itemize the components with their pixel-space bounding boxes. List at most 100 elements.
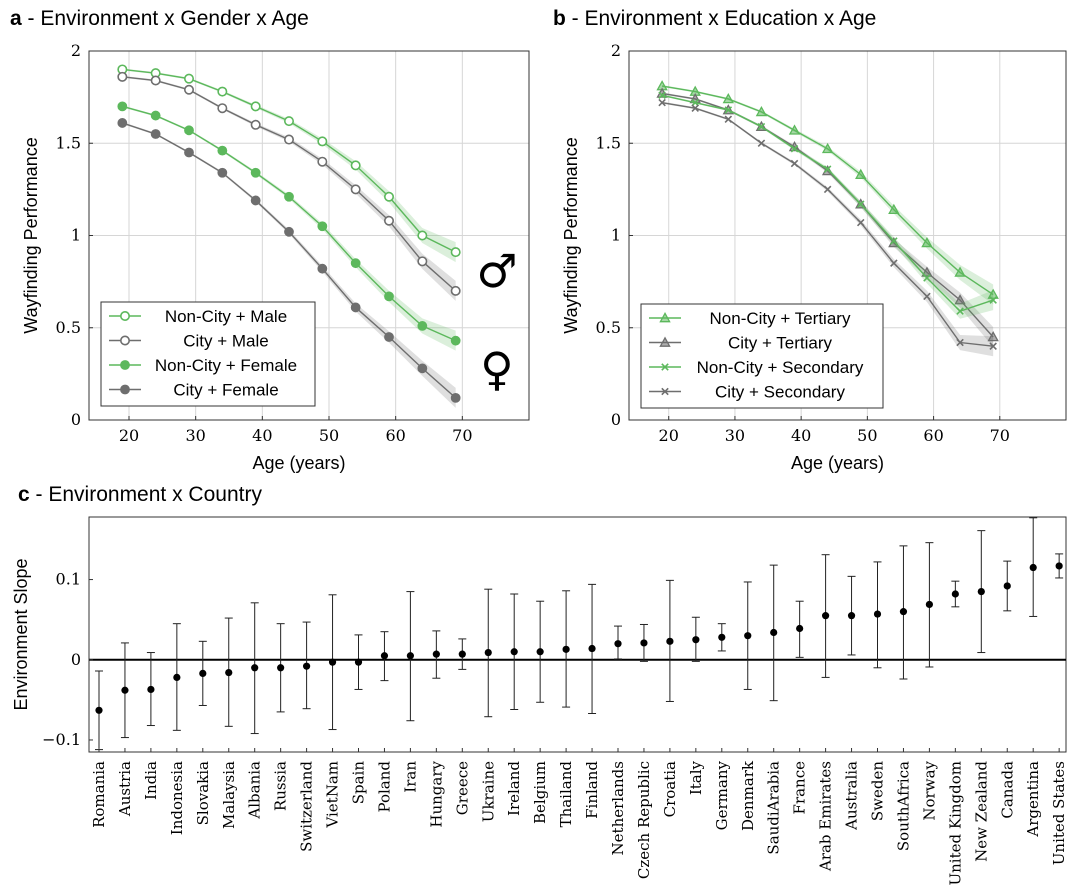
panel-c-data-point (588, 644, 596, 653)
panel-b-legend-marker (661, 363, 669, 371)
panel-a-xtick-label: 40 (252, 426, 272, 445)
panel-c-country-norway: Norway (920, 542, 938, 821)
panel-a-data-point (283, 116, 294, 127)
panel-c-data-point (718, 633, 726, 641)
panel-b-ytick-label: 2 (611, 41, 621, 60)
panel-a-xtick-label: 60 (385, 426, 405, 445)
panel-c-country-label: India (142, 761, 160, 800)
panel-c-data-point (1003, 582, 1011, 590)
panel-c-data-point (822, 612, 830, 620)
panel-a-data-point (317, 156, 328, 167)
panel-c-country-label: Iran (401, 761, 419, 793)
panel-c-country-canada: Canada (998, 560, 1016, 819)
panel-b-xtick-label: 30 (725, 426, 745, 445)
panel-c-country-sweden: Sweden (869, 561, 887, 821)
panel-c-country-label: Italy (687, 760, 705, 795)
panel-b-data-point (823, 165, 832, 173)
panel-a-data-point (284, 226, 294, 237)
panel-c-country-ukraine: Ukraine (479, 588, 497, 822)
panel-a-data-point (250, 101, 261, 112)
panel-c-country-arab-emirates: Arab Emirates (817, 554, 835, 872)
panel-b-legend-marker (659, 336, 671, 347)
panel-b-data-point (987, 288, 999, 299)
panel-a-ytick-label: 0 (71, 410, 81, 429)
panel-b-legend-marker (659, 312, 671, 323)
panel-a-data-point (317, 136, 328, 147)
panel-c-data-point (873, 610, 882, 618)
panel-a-data-point (450, 392, 461, 403)
panel-a-data-point (217, 86, 228, 97)
panel-a-legend-item: Non-City + Male (109, 307, 287, 326)
panel-b-data-point (724, 115, 733, 124)
panel-a-chart: 20 30 40 50 60 70 0 0.5 1 1.5 2 Age (years) Wayfindi… (21, 41, 530, 473)
panel-c-country-label: United Kingdom (946, 761, 964, 886)
panel-b-data-point (790, 159, 799, 168)
panel-c-y-axis-label: Environment Slope (11, 558, 31, 710)
panel-a-data-point (350, 302, 361, 313)
panel-c-data-point (847, 612, 856, 620)
panel-a-data-point (450, 285, 461, 296)
panel-c-country-label: Netherlands (609, 761, 627, 855)
panel-c-country-vietnam: VietNam (324, 594, 342, 829)
panel-a-letter: a (10, 7, 22, 30)
panel-c-data-point (380, 652, 389, 660)
panel-c-country-label: France (791, 761, 809, 815)
panel-c-country-thailand: Thailand (557, 590, 575, 827)
panel-b-data-point (987, 331, 999, 342)
panel-c-data-point (95, 706, 103, 714)
panel-c-data-point (354, 658, 363, 666)
panel-c-data-point (277, 664, 285, 672)
panel-a-confidence-band (122, 75, 456, 301)
panel-a-data-point (283, 134, 294, 145)
panel-a-legend-item: Non-City + Female (109, 356, 297, 375)
panel-b-data-point (890, 259, 898, 267)
panel-b-legend-item: City + Tertiary (649, 334, 833, 353)
panel-b-data-point (888, 203, 900, 215)
panel-c-data-point (925, 600, 934, 609)
panel-b-xtick-label: 60 (923, 426, 943, 445)
panel-b-title-text: Environment x Education x Age (584, 7, 877, 30)
panel-b-y-axis-label: Wayfinding Performance (561, 137, 581, 333)
panel-a-data-point (250, 167, 261, 178)
panel-b-series-line (661, 94, 994, 312)
panel-b-data-point (658, 98, 666, 107)
panel-b-data-point (722, 93, 735, 104)
panel-c-country-label: Poland (375, 761, 393, 813)
panel-c-data-point (147, 685, 155, 694)
panel-c-country-switzerland: Switzerland (298, 621, 316, 852)
panel-c-country-label: Ukraine (479, 761, 497, 822)
panel-a-xtick-label: 70 (452, 426, 472, 445)
panel-c-country-label: Canada (998, 761, 1016, 819)
panel-b-x-axis-label: Age (years) (791, 453, 884, 473)
panel-c-country-label: Belgium (531, 761, 549, 824)
panel-c-data-point (692, 636, 700, 644)
panel-a-data-point (350, 160, 361, 171)
panel-a-data-point (184, 84, 195, 95)
panel-b-data-point (921, 236, 933, 248)
panel-b-series-city-secondary (658, 98, 997, 357)
panel-b-legend-item: City + Secondary (649, 383, 845, 402)
panel-b-data-point (755, 105, 768, 117)
panel-b-series-non-city-secondary (658, 91, 997, 319)
panel-b-legend-item: Non-City + Tertiary (649, 309, 851, 328)
panel-c-country-label: Denmark (739, 760, 757, 831)
panel-a-y-axis-label: Wayfinding Performance (21, 137, 41, 333)
panel-b-legend-item: Non-City + Secondary (649, 358, 864, 377)
panel-c-data-point (951, 590, 959, 598)
panel-c-data-point (432, 650, 440, 658)
panel-c-data-point (744, 632, 752, 640)
panel-c-country-hungary: Hungary (427, 630, 445, 828)
panel-c-data-point (666, 637, 674, 645)
panel-c-country-label: Croatia (661, 761, 679, 817)
panel-c-country-label: SouthAfrica (894, 761, 912, 851)
panel-b-xtick-label: 50 (857, 426, 877, 445)
panel-c-data-point (458, 650, 466, 658)
panel-b-data-point (956, 307, 964, 315)
panel-a-series-city-male (117, 71, 461, 301)
panel-c-country-new-zealand: New Zealand (972, 530, 990, 862)
panel-b-chart: 20 30 40 50 60 70 0 0.5 1 1.5 2 Age (years) Wayfindi… (561, 41, 1067, 473)
panel-c-country-label: Arab Emirates (817, 761, 835, 872)
panel-b-data-point (855, 168, 867, 179)
panel-b-data-point (658, 91, 666, 100)
panel-b-confidence-band (662, 94, 994, 319)
